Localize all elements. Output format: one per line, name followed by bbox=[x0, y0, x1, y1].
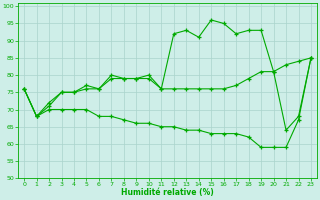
X-axis label: Humidité relative (%): Humidité relative (%) bbox=[121, 188, 214, 197]
